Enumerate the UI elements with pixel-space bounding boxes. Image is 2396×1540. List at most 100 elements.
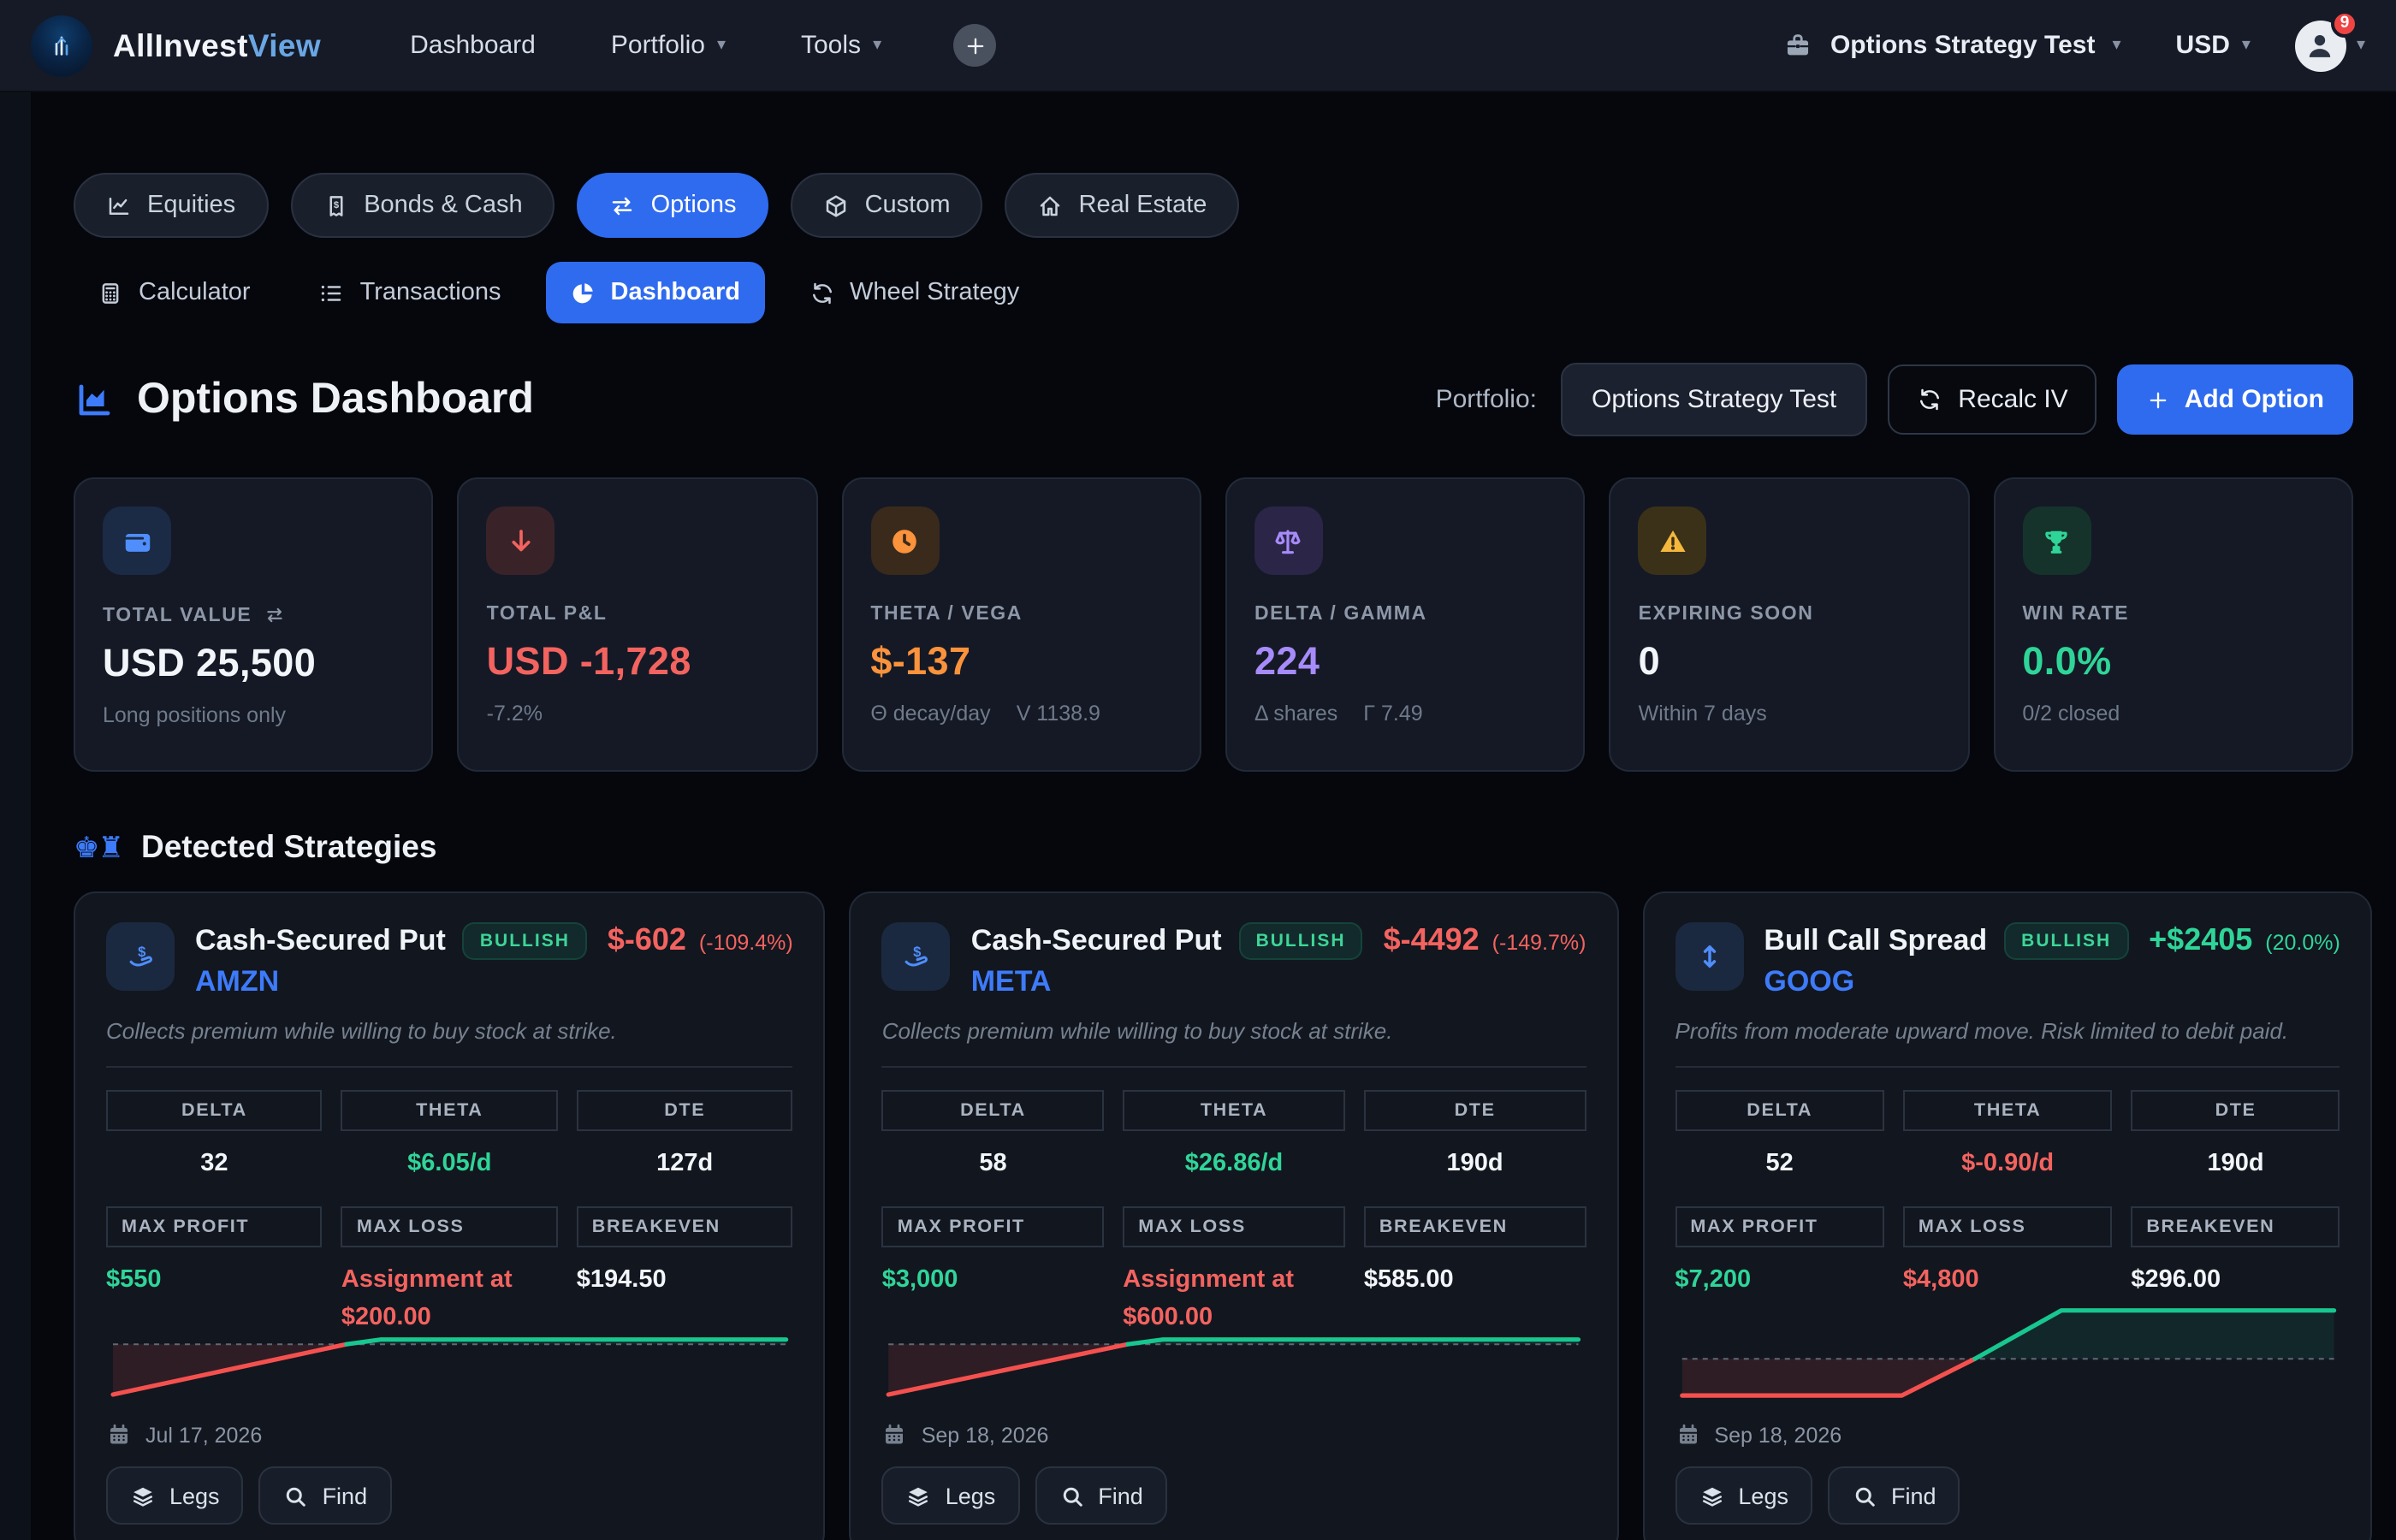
payoff-chart xyxy=(882,1337,1586,1401)
chess-icon: ♚♜ xyxy=(74,831,124,863)
notification-badge: 9 xyxy=(2331,9,2358,37)
strategy-card-amzn: $ Cash-Secured Put BULLISH AMZN $-602 (-… xyxy=(74,891,826,1540)
divider xyxy=(1675,1066,2340,1068)
refresh-icon xyxy=(1917,387,1942,412)
nav-right: Options Strategy Test ▾ USD ▾ 9 ▾ xyxy=(1774,9,2365,71)
nav-link-dashboard[interactable]: Dashboard xyxy=(410,31,536,60)
legs-button[interactable]: Legs xyxy=(1675,1466,1812,1525)
stats-grid: TOTAL VALUE USD 25,500 Long positions on… xyxy=(74,477,2353,772)
portfolio-select[interactable]: Options Strategy Test xyxy=(1561,363,1868,436)
stat-card-expiring-soon: EXPIRING SOON 0 Within 7 days xyxy=(1609,477,1970,772)
legs-button[interactable]: Legs xyxy=(106,1466,244,1525)
max-profit-value: $550 xyxy=(106,1265,162,1294)
dte-header: DTE xyxy=(2131,1090,2340,1131)
max-loss-value: Assignment at $600.00 xyxy=(1123,1265,1295,1331)
svg-text:$: $ xyxy=(913,943,921,959)
ticker-link[interactable]: GOOG xyxy=(1764,965,1855,998)
chevron-down-icon: ▾ xyxy=(2112,36,2121,55)
receipt-icon: $ xyxy=(323,192,348,218)
stat-subtext: 0/2 closed xyxy=(2022,702,2120,726)
stat-card-delta-gamma: DELTA / GAMMA 224 Δ shares Γ 7.49 xyxy=(1225,477,1586,772)
trophy-icon xyxy=(2022,506,2091,575)
header-controls: Portfolio: Options Strategy Test Recalc … xyxy=(1436,363,2353,436)
sub-tab-transactions[interactable]: Transactions xyxy=(295,262,525,323)
strategy-description: Profits from moderate upward move. Risk … xyxy=(1675,1018,2289,1044)
breakeven-header: BREAKEVEN xyxy=(576,1205,793,1247)
breakeven-header: BREAKEVEN xyxy=(1363,1205,1586,1247)
category-tab-options[interactable]: Options xyxy=(577,173,769,238)
strategy-card-meta: $ Cash-Secured Put BULLISH META $-4492 (… xyxy=(849,891,1619,1540)
chevron-down-icon: ▾ xyxy=(2356,36,2365,55)
strategy-title: Cash-Secured Put xyxy=(970,924,1222,957)
list-icon xyxy=(319,280,345,305)
plus-icon xyxy=(963,33,987,57)
dte-value: 190d xyxy=(2207,1150,2264,1177)
nav-link-tools[interactable]: Tools ▾ xyxy=(801,31,882,60)
add-widget-button[interactable] xyxy=(953,24,997,67)
arrow-down-icon xyxy=(486,506,555,575)
user-menu[interactable]: 9 ▾ xyxy=(2294,9,2365,71)
category-tab-bonds-cash[interactable]: $ Bonds & Cash xyxy=(290,173,555,238)
stat-value: USD 25,500 xyxy=(103,642,317,684)
recalc-iv-button[interactable]: Recalc IV xyxy=(1888,364,2097,435)
add-option-button[interactable]: Add Option xyxy=(2117,364,2353,435)
ticker-link[interactable]: AMZN xyxy=(195,965,280,998)
max-loss-header: MAX LOSS xyxy=(1902,1205,2113,1247)
find-button[interactable]: Find xyxy=(1827,1466,1960,1525)
delta-value: 32 xyxy=(200,1150,228,1177)
stat-card-total-value: TOTAL VALUE USD 25,500 Long positions on… xyxy=(74,477,434,772)
portfolio-switcher[interactable]: Options Strategy Test ▾ xyxy=(1774,29,2132,62)
strategy-pnl-percent: (20.0%) xyxy=(2259,931,2340,955)
stat-card-win-rate: WIN RATE 0.0% 0/2 closed xyxy=(1993,477,2353,772)
swap-tiny-icon xyxy=(264,604,286,626)
wallet-icon xyxy=(103,506,171,575)
home-icon xyxy=(1038,192,1064,218)
chevron-down-icon: ▾ xyxy=(716,36,726,55)
breakeven-header: BREAKEVEN xyxy=(2131,1205,2340,1247)
find-button[interactable]: Find xyxy=(1035,1466,1167,1525)
expiry-date: Sep 18, 2026 xyxy=(1675,1422,2340,1448)
calendar-icon xyxy=(1675,1422,1700,1448)
hand-dollar-icon: $ xyxy=(106,922,175,991)
ticker-link[interactable]: META xyxy=(970,965,1052,998)
divider xyxy=(881,1066,1586,1068)
strategy-pnl-percent: (-109.4%) xyxy=(692,931,793,955)
nav-link-portfolio[interactable]: Portfolio ▾ xyxy=(610,31,726,60)
currency-selector[interactable]: USD ▾ xyxy=(2166,29,2261,62)
stat-value: $-137 xyxy=(870,640,971,683)
theta-header: THETA xyxy=(1123,1090,1345,1131)
search-icon xyxy=(283,1483,309,1508)
detected-strategies-header: ♚♜ Detected Strategies xyxy=(74,828,437,864)
max-profit-header: MAX PROFIT xyxy=(1675,1205,1884,1247)
refresh-icon xyxy=(809,280,834,305)
delta-header: DELTA xyxy=(1675,1090,1884,1131)
max-profit-value: $7,200 xyxy=(1675,1265,1752,1294)
chart-line-icon xyxy=(106,192,132,218)
expiry-date: Sep 18, 2026 xyxy=(882,1422,1586,1448)
dte-value: 190d xyxy=(1446,1150,1503,1177)
category-tab-real-estate[interactable]: Real Estate xyxy=(1005,173,1240,238)
find-button[interactable]: Find xyxy=(258,1466,392,1525)
stat-value: USD -1,728 xyxy=(486,640,691,683)
stat-value: 0 xyxy=(1638,640,1661,683)
payoff-chart xyxy=(1675,1300,2340,1400)
sub-tab-calculator[interactable]: Calculator xyxy=(74,262,275,323)
main-content: Equities $ Bonds & Cash Options Custom R… xyxy=(31,92,2396,1540)
max-loss-header: MAX LOSS xyxy=(1123,1205,1345,1247)
legs-button[interactable]: Legs xyxy=(881,1466,1020,1525)
strategy-pnl: $-602 xyxy=(607,922,686,957)
calculator-icon xyxy=(98,280,123,305)
max-loss-header: MAX LOSS xyxy=(341,1205,558,1247)
category-tab-custom[interactable]: Custom xyxy=(791,173,983,238)
sub-tab-dashboard[interactable]: Dashboard xyxy=(545,262,764,323)
updown-icon xyxy=(1675,922,1744,991)
sub-tab-wheel-strategy[interactable]: Wheel Strategy xyxy=(785,262,1043,323)
dte-value: 127d xyxy=(656,1150,714,1177)
layers-icon xyxy=(130,1483,156,1508)
brand[interactable]: AllInvestView xyxy=(31,15,321,76)
category-tab-equities[interactable]: Equities xyxy=(74,173,269,238)
max-profit-value: $3,000 xyxy=(881,1265,958,1294)
strategy-title: Cash-Secured Put xyxy=(195,924,446,957)
person-icon xyxy=(2304,29,2337,62)
search-icon xyxy=(1852,1483,1877,1508)
